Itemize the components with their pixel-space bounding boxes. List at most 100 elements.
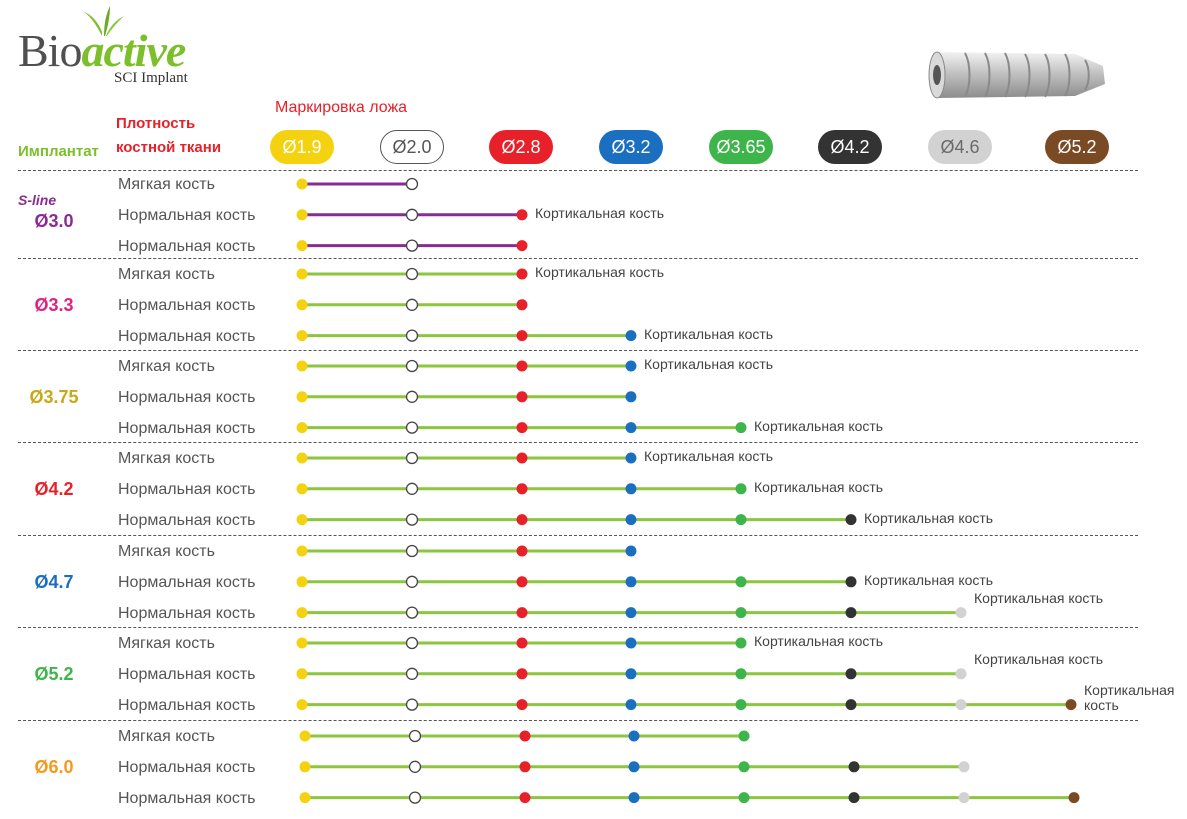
- drill-pill: Ø3.2: [599, 130, 663, 164]
- drill-step-dot: [405, 698, 419, 711]
- drill-step-dot: [405, 606, 419, 619]
- density-header-line2: костной ткани: [116, 139, 222, 156]
- bone-density-label: Нормальная кость: [118, 327, 256, 345]
- bone-density-label: Нормальная кость: [118, 696, 256, 714]
- drill-step-dot: [625, 607, 637, 619]
- drill-step-dot: [296, 422, 308, 434]
- drill-step-dot: [296, 668, 308, 680]
- implant-header: Имплантат: [18, 143, 99, 160]
- drill-step-dot: [516, 209, 528, 221]
- drill-step-dot: [405, 208, 419, 221]
- drill-step-dot: [516, 637, 528, 649]
- cortical-bone-note: Кортикальная кость: [644, 448, 774, 464]
- drill-step-dot: [405, 267, 419, 281]
- drill-step-dot: [625, 452, 637, 464]
- drill-step-dot: [296, 330, 308, 342]
- drill-step-dot: [625, 668, 637, 680]
- bone-density-label: Мягкая кость: [118, 358, 215, 375]
- drill-pill: Ø4.2: [818, 130, 882, 164]
- drill-step-dot: [735, 699, 747, 711]
- drill-step-dot: [958, 761, 970, 773]
- drill-step-dot: [516, 514, 528, 526]
- group-separator: [18, 258, 1138, 259]
- drill-step-dot: [848, 761, 860, 773]
- drill-step-dot: [405, 575, 419, 588]
- drill-step-dot: [955, 699, 967, 711]
- drill-step-dot: [625, 699, 637, 711]
- group-separator: [18, 170, 1138, 171]
- drill-step-dot: [519, 761, 531, 773]
- bone-density-label: Нормальная кость: [118, 206, 256, 224]
- bone-density-label: Нормальная кость: [118, 789, 256, 807]
- density-header-line1: Плотность: [116, 115, 196, 132]
- drill-step-dot: [625, 483, 637, 495]
- logo-subtitle: SCI Implant: [114, 70, 188, 86]
- drill-step-dot: [405, 298, 419, 311]
- drill-step-dot: [296, 545, 308, 557]
- drill-step-dot: [738, 730, 750, 742]
- drill-step-dot: [405, 451, 419, 465]
- implant-diameter-label: Ø4.7: [34, 571, 74, 592]
- drill-step-dot: [628, 792, 640, 804]
- bone-density-label: Нормальная кость: [118, 419, 256, 437]
- bioactive-logo: Bioactive SCI Implant: [18, 6, 238, 96]
- drill-step-dot: [516, 607, 528, 619]
- drill-step-dot: [296, 637, 308, 649]
- group-separator: [18, 627, 1138, 628]
- drill-pill: Ø1.9: [270, 130, 334, 164]
- drill-step-dot: [625, 422, 637, 434]
- drill-step-dot: [516, 422, 528, 434]
- bone-density-label: Мягкая кость: [118, 635, 215, 652]
- drill-pill: Ø5.2: [1045, 130, 1109, 164]
- bone-density-label: Нормальная кость: [118, 388, 256, 406]
- drill-step-dot: [296, 299, 308, 311]
- bone-density-label: Нормальная кость: [118, 758, 256, 776]
- s-line-logo: S-line: [18, 192, 57, 208]
- drill-step-dot: [735, 483, 747, 495]
- drill-step-dot: [628, 730, 640, 742]
- drill-step-dot: [735, 637, 747, 649]
- drill-step-dot: [296, 178, 308, 190]
- drill-step-dot: [845, 607, 857, 619]
- bone-density-label: Нормальная кость: [118, 296, 256, 314]
- drill-step-dot: [516, 668, 528, 680]
- drill-step-dot: [405, 177, 419, 191]
- drill-step-dot: [296, 483, 308, 495]
- density-header: Плотность костной ткани: [116, 112, 246, 160]
- bone-density-label: Нормальная кость: [118, 604, 256, 622]
- drill-step-dot: [845, 514, 857, 526]
- drill-step-dot: [625, 545, 637, 557]
- drill-step-dot: [848, 792, 860, 804]
- drill-step-dot: [405, 390, 419, 403]
- drill-step-dot: [296, 607, 308, 619]
- drill-pill: Ø2.0: [380, 130, 444, 164]
- cortical-bone-note: Кортикальная кость: [535, 204, 665, 221]
- drill-step-dot: [296, 209, 308, 221]
- drill-step-dot: [625, 576, 637, 588]
- drill-step-dot: [405, 421, 419, 434]
- implant-diameter-label: Ø3.0: [34, 210, 74, 231]
- drill-step-dot: [516, 360, 528, 372]
- drill-step-dot: [296, 576, 308, 588]
- drill-step-dot: [516, 240, 528, 252]
- drill-step-dot: [516, 483, 528, 495]
- implant-diameter-label: Ø4.2: [34, 478, 74, 499]
- bone-density-label: Мягкая кость: [118, 176, 215, 193]
- cortical-bone-note: Кортикальная кость: [864, 571, 994, 588]
- cortical-bone-note: Кортикальная кость: [644, 356, 774, 372]
- drill-step-dot: [845, 699, 857, 711]
- drill-step-dot: [516, 699, 528, 711]
- drill-step-dot: [625, 360, 637, 372]
- drill-step-dot: [738, 792, 750, 804]
- drill-step-dot: [408, 791, 422, 804]
- drill-step-dot: [958, 792, 970, 804]
- drill-step-dot: [405, 667, 419, 680]
- drill-step-dot: [296, 452, 308, 464]
- logo-active: active: [81, 25, 186, 76]
- drill-step-dot: [738, 761, 750, 773]
- bone-density-label: Мягкая кость: [118, 543, 215, 560]
- bone-density-label: Нормальная кость: [118, 511, 256, 529]
- drill-step-dot: [299, 761, 311, 773]
- drill-step-dot: [845, 668, 857, 680]
